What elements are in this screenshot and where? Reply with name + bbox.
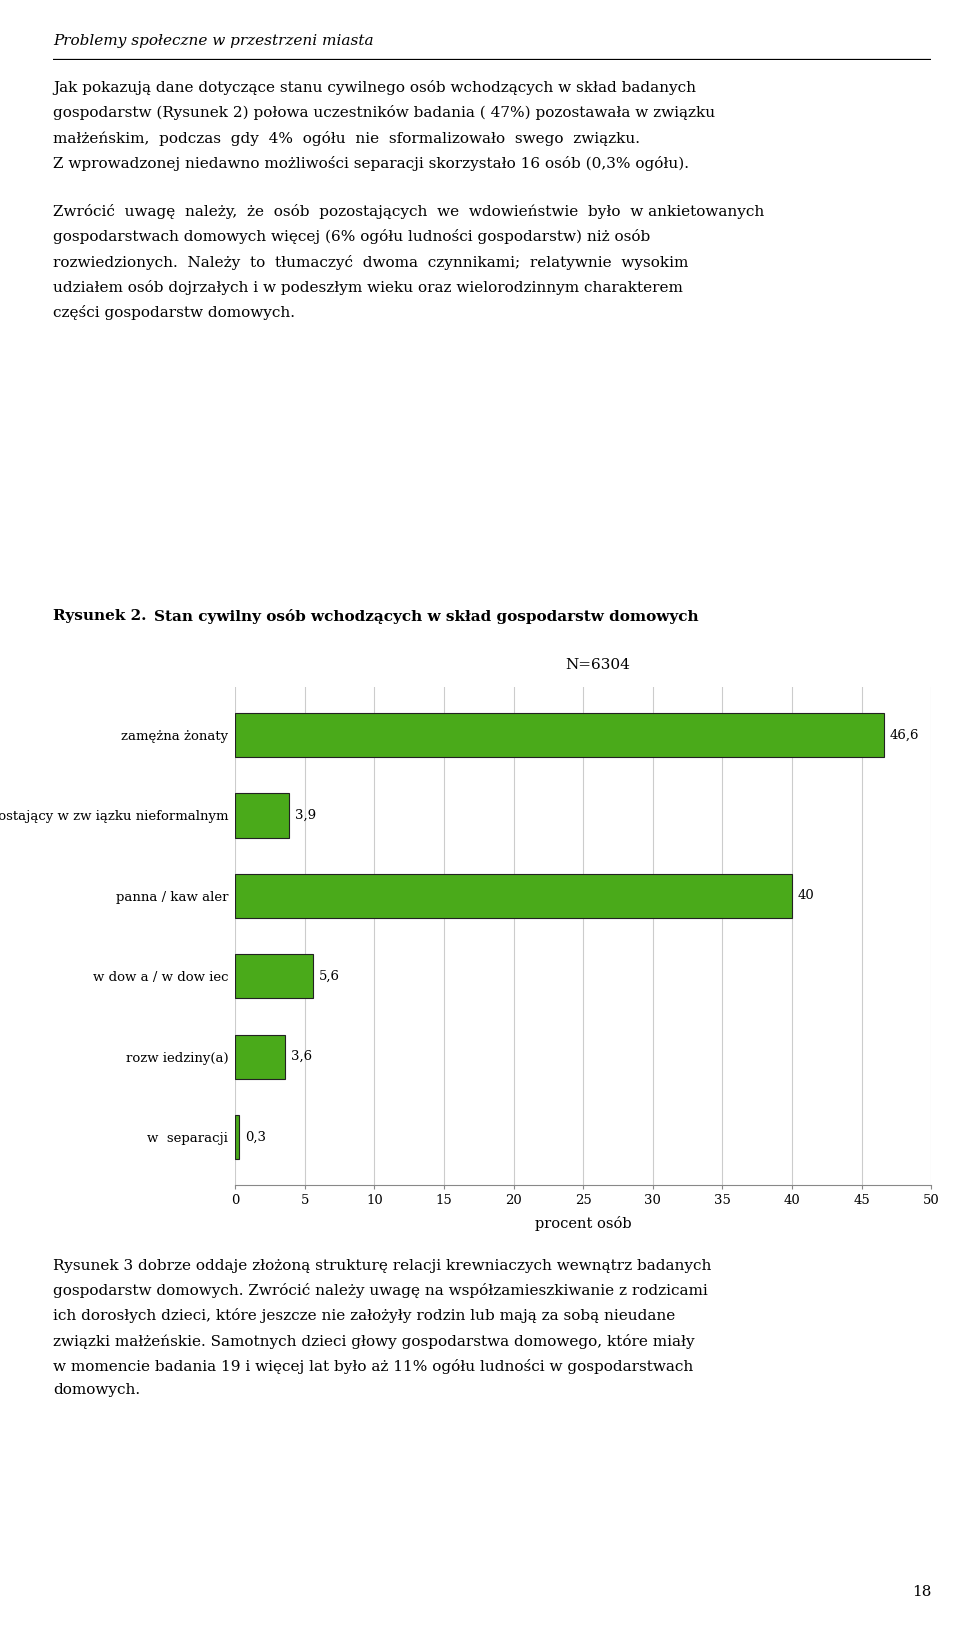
Bar: [235, 873, 792, 917]
Bar: [235, 955, 313, 999]
Text: Rysunek 3 dobrze oddaje złożoną strukturę relacji krewniaczych wewnątrz badanych: Rysunek 3 dobrze oddaje złożoną struktur…: [53, 1259, 711, 1396]
Text: 40: 40: [798, 889, 814, 903]
Text: 46,6: 46,6: [889, 729, 919, 741]
Text: Problemy społeczne w przestrzeni miasta: Problemy społeczne w przestrzeni miasta: [53, 33, 373, 47]
Text: Jak pokazują dane dotyczące stanu cywilnego osób wchodzących w skład badanych
go: Jak pokazują dane dotyczące stanu cywiln…: [53, 80, 764, 320]
Bar: [235, 793, 290, 837]
Bar: [235, 1035, 285, 1079]
Text: 18: 18: [912, 1586, 931, 1599]
Text: 3,6: 3,6: [291, 1050, 312, 1063]
Text: Stan cywilny osób wchodzących w skład gospodarstw domowych: Stan cywilny osób wchodzących w skład go…: [154, 608, 699, 625]
Bar: [235, 1115, 239, 1159]
Text: N=6304: N=6304: [565, 659, 630, 672]
Text: Rysunek 2.: Rysunek 2.: [53, 610, 146, 623]
X-axis label: procent osób: procent osób: [535, 1216, 632, 1231]
Bar: [235, 713, 884, 757]
Text: 3,9: 3,9: [295, 809, 316, 822]
Text: 5,6: 5,6: [319, 970, 340, 983]
Text: 0,3: 0,3: [245, 1131, 266, 1143]
